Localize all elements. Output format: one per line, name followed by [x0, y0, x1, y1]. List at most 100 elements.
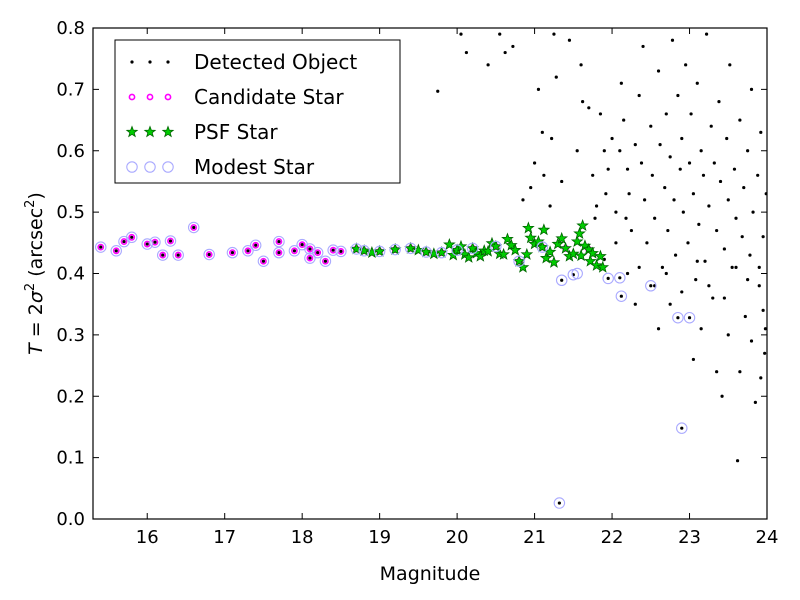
- point: [205, 251, 213, 258]
- point: [420, 246, 432, 258]
- point: [658, 143, 662, 147]
- point: [94, 241, 107, 253]
- point: [740, 235, 744, 239]
- point: [192, 225, 196, 230]
- point: [575, 149, 579, 153]
- point: [738, 118, 742, 122]
- point: [567, 38, 572, 42]
- point: [664, 271, 668, 276]
- point: [749, 87, 754, 91]
- point: [404, 241, 417, 254]
- point: [542, 173, 546, 177]
- legend-marker: [166, 60, 170, 64]
- point: [244, 247, 252, 255]
- point: [614, 210, 618, 214]
- point: [242, 245, 254, 257]
- point: [308, 256, 312, 260]
- point: [709, 124, 713, 128]
- point: [663, 185, 667, 190]
- point: [275, 238, 283, 245]
- point: [687, 316, 692, 320]
- point: [304, 252, 316, 264]
- point: [653, 216, 657, 220]
- point: [322, 257, 329, 265]
- x-tick-label: 23: [678, 527, 701, 548]
- legend-marker: [126, 161, 138, 173]
- point: [466, 242, 479, 255]
- point: [404, 242, 417, 255]
- legend-label: PSF Star: [194, 120, 278, 144]
- legend-item-psf-star: PSF Star: [125, 120, 278, 144]
- point: [622, 118, 626, 122]
- point: [757, 265, 761, 269]
- point: [187, 221, 200, 234]
- point: [537, 223, 551, 236]
- point: [704, 32, 709, 36]
- point: [735, 459, 740, 463]
- point: [273, 235, 285, 248]
- point: [149, 236, 161, 248]
- point: [464, 50, 469, 55]
- legend: Detected Object Candidate Star PSF Star Mod…: [114, 39, 401, 184]
- point: [590, 258, 603, 271]
- point: [676, 93, 680, 98]
- point: [570, 234, 584, 247]
- point: [579, 63, 583, 67]
- point: [373, 245, 386, 258]
- point: [683, 311, 696, 324]
- legend-label: Modest Star: [194, 155, 315, 179]
- point: [419, 245, 433, 258]
- x-tick-label: 24: [756, 527, 779, 548]
- point: [680, 136, 684, 141]
- point: [672, 311, 684, 324]
- point: [641, 44, 645, 49]
- point: [586, 246, 600, 259]
- point: [746, 149, 750, 153]
- point: [292, 249, 297, 253]
- point: [153, 240, 157, 244]
- point: [331, 248, 335, 252]
- point: [207, 252, 211, 257]
- point: [748, 253, 752, 257]
- point: [587, 106, 591, 110]
- legend-item-modest-star: Modest Star: [126, 155, 315, 179]
- point: [277, 251, 281, 255]
- point: [656, 69, 661, 73]
- y-tick-label: 0.7: [56, 79, 85, 100]
- x-tick-label: 18: [291, 527, 314, 548]
- point: [497, 247, 510, 260]
- point: [335, 245, 347, 258]
- point: [176, 253, 180, 257]
- point: [668, 155, 672, 159]
- point: [732, 167, 737, 171]
- point: [676, 422, 688, 434]
- point: [249, 239, 262, 252]
- point: [508, 243, 522, 256]
- point: [695, 81, 699, 85]
- point: [316, 251, 320, 255]
- point: [257, 255, 270, 267]
- point: [555, 274, 568, 287]
- point: [666, 228, 670, 233]
- point: [726, 198, 730, 202]
- point: [161, 253, 165, 257]
- point: [540, 130, 544, 134]
- point: [120, 238, 128, 245]
- point: [751, 210, 755, 214]
- point: [722, 247, 726, 251]
- point: [489, 239, 503, 252]
- legend-marker: [161, 125, 175, 138]
- point: [720, 394, 724, 398]
- y-tick-label: 0.6: [56, 141, 85, 162]
- point: [459, 32, 463, 36]
- y-tick-label: 0.8: [56, 18, 85, 39]
- point: [435, 245, 448, 259]
- point: [637, 265, 641, 269]
- legend-label: Candidate Star: [194, 85, 344, 109]
- point: [594, 204, 599, 208]
- point: [610, 136, 614, 141]
- point: [122, 239, 126, 244]
- point: [614, 272, 626, 284]
- point: [550, 136, 554, 141]
- point: [738, 370, 742, 374]
